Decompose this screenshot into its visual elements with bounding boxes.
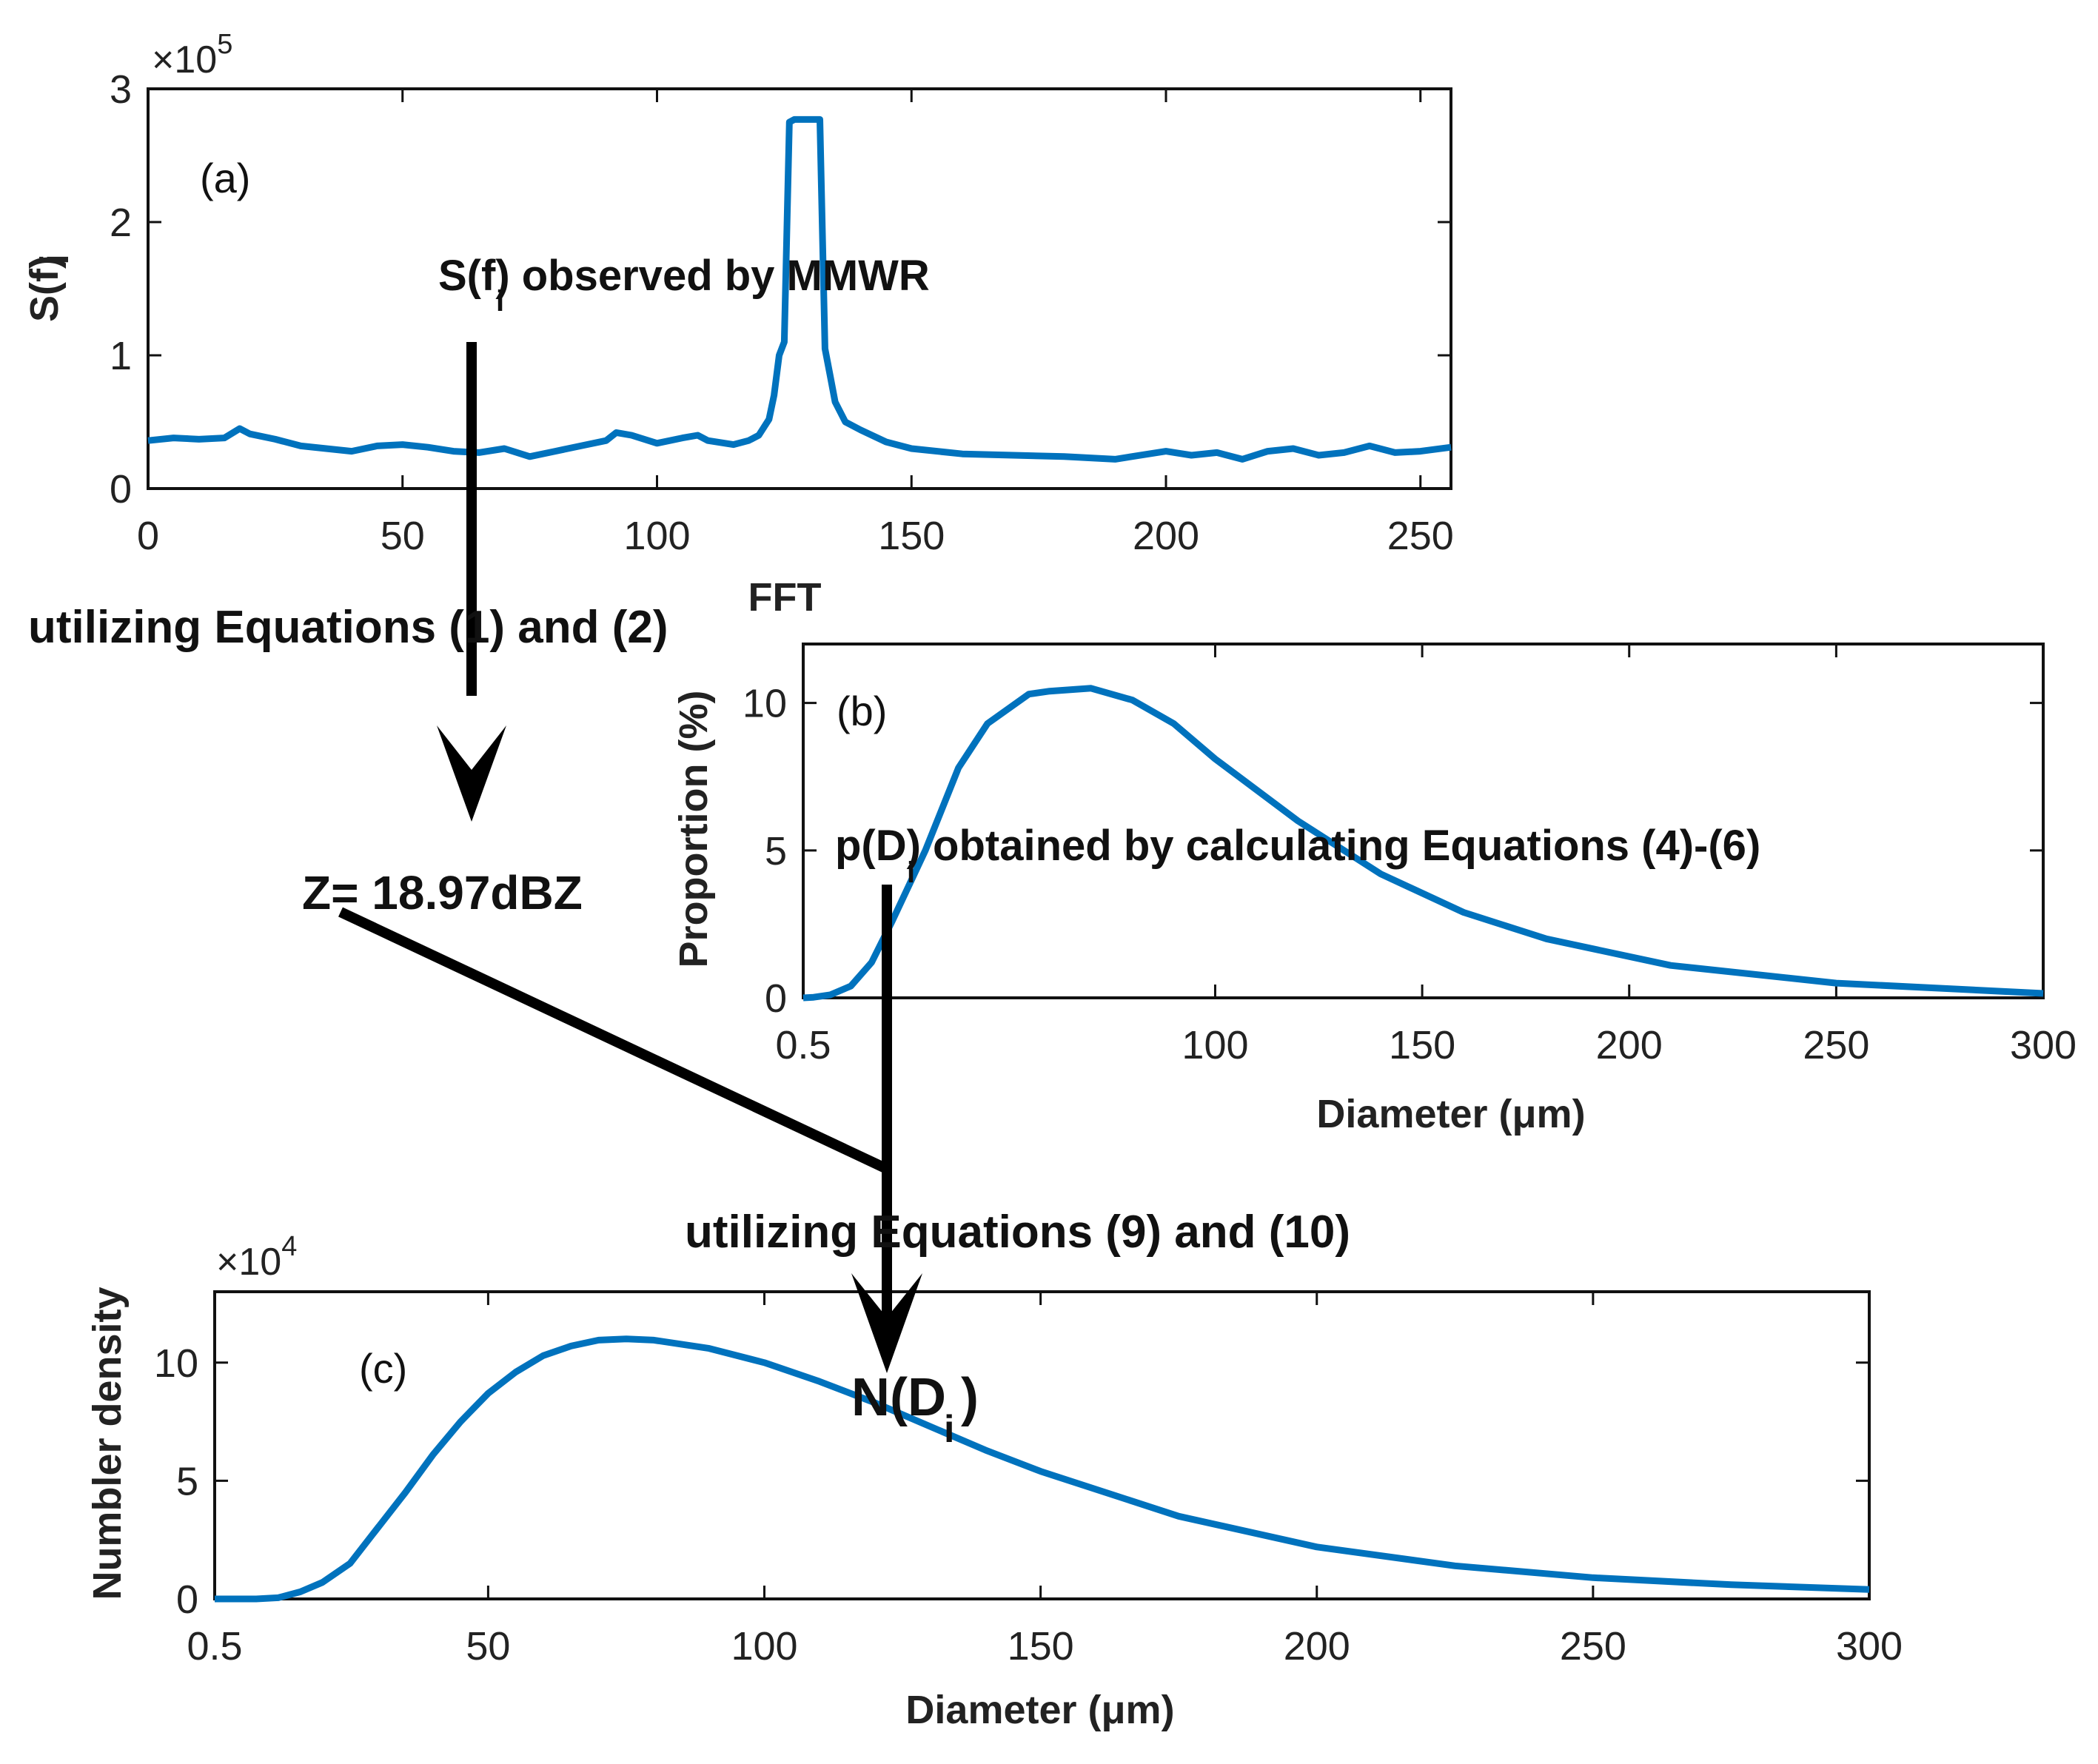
- panel-a-x-tick-label: 250: [1387, 514, 1454, 558]
- panel-b-x-tick-label: 250: [1803, 1023, 1869, 1067]
- panel-a-y-ticks: 0 1 2 3: [110, 67, 1451, 512]
- panel-b-x-tick-label: 200: [1596, 1023, 1663, 1067]
- panel-a-y-tick-label: 0: [110, 467, 132, 512]
- panel-a-x-ticks: 0 50 100 150 200 250: [137, 89, 1454, 558]
- panel-b-series-line: [802, 685, 2044, 1002]
- panel-a: 0 50 100 150 200 250 0 1 2 3 (a) ×105 S(f) i FFT…: [22, 29, 1454, 620]
- equations-9-10-note: utilizing Equations (9) and (10): [685, 1207, 1350, 1258]
- panel-b-label: (b): [837, 688, 887, 734]
- panel-a-y-label: S(f): [22, 255, 67, 322]
- panel-c-label: (c): [359, 1345, 407, 1392]
- panel-c-x-tick-label: 50: [466, 1624, 510, 1669]
- panel-a-x-tick-label: 100: [623, 514, 690, 558]
- arrow-2-diagonal: [338, 907, 891, 1175]
- panel-b: 0.5 100 150 200 250 300 0 5 10 (b) Proportion (…: [671, 643, 2077, 1136]
- panel-c-y-tick-label: 10: [154, 1341, 198, 1386]
- panel-b-y-tick-label: 10: [743, 682, 787, 726]
- panel-c-y-multiplier: ×104: [216, 1231, 297, 1284]
- panel-b-y-tick-label: 0: [765, 976, 787, 1021]
- panel-c-x-label: Diameter (μm): [905, 1688, 1174, 1732]
- panel-c-x-ticks: 0.5 50 100 150 200 250 300: [187, 1292, 1903, 1669]
- panel-c-series-line: [215, 1335, 1870, 1603]
- panel-a-axes-box: [147, 87, 1452, 490]
- panel-a-x-label: FFT: [748, 575, 822, 620]
- panel-b-axes-box: [802, 643, 2045, 999]
- panel-c-y-tick-label: 0: [176, 1577, 198, 1622]
- panel-a-y-multiplier: ×105: [152, 29, 232, 81]
- panel-c-x-tick-label: 0.5: [187, 1624, 242, 1669]
- panel-a-annotation: S(f) observed by MMWR: [438, 252, 930, 300]
- panel-c-y-ticks: 0 5 10: [154, 1341, 1869, 1622]
- arrow-1-head: [437, 725, 506, 822]
- panel-c-y-tick-label: 5: [176, 1459, 198, 1503]
- panel-b-annotation-sub: i: [907, 856, 915, 889]
- panel-c-annotation-sub: i: [944, 1408, 954, 1451]
- panel-b-annotation: p(D) obtained by calculating Equations (…: [835, 822, 1760, 870]
- panel-c-y-label: Numbler density: [85, 1287, 130, 1600]
- panel-b-y-ticks: 0 5 10: [743, 682, 2043, 1021]
- equations-1-2-note: utilizing Equations (1) and (2): [28, 602, 668, 653]
- panel-a-annotation-sub: i: [496, 285, 504, 318]
- panel-a-x-tick-label: 200: [1133, 514, 1199, 558]
- panel-b-x-tick-label: 100: [1182, 1023, 1248, 1067]
- panel-c-x-tick-label: 300: [1836, 1624, 1903, 1669]
- panel-b-x-ticks: 0.5 100 150 200 250 300: [775, 644, 2077, 1067]
- panel-b-x-tick-label: 0.5: [775, 1023, 831, 1067]
- panel-c-x-tick-label: 200: [1284, 1624, 1350, 1669]
- panel-a-x-tick-label: 0: [137, 514, 159, 558]
- panel-c-x-tick-label: 150: [1008, 1624, 1074, 1669]
- panel-a-x-tick-label: 50: [381, 514, 425, 558]
- panel-a-y-label-sub: i: [33, 254, 77, 265]
- panel-b-y-label: Proportion (%): [671, 691, 716, 968]
- panel-a-y-tick-label: 2: [110, 201, 132, 245]
- panel-a-y-tick-label: 1: [110, 334, 132, 378]
- panel-a-y-tick-label: 3: [110, 67, 132, 112]
- panel-c-x-tick-label: 100: [731, 1624, 797, 1669]
- panel-a-label: (a): [200, 155, 250, 201]
- panel-b-x-tick-label: 300: [2010, 1023, 2077, 1067]
- panel-a-x-tick-label: 150: [878, 514, 945, 558]
- panel-a-series-line: [147, 115, 1452, 463]
- panel-b-x-tick-label: 150: [1389, 1023, 1455, 1067]
- panel-c-axes-box: [213, 1290, 1871, 1600]
- panel-b-x-label: Diameter (μm): [1316, 1092, 1585, 1136]
- flow-diagram: utilizing Equations (1) and (2) Z= 18.97…: [28, 342, 1350, 1373]
- panel-c-x-tick-label: 250: [1560, 1624, 1626, 1669]
- panel-c: 0.5 50 100 150 200 250 300 0 5 10 (c) ×104 Numbl…: [85, 1231, 1903, 1732]
- arrow-3-head: [851, 1273, 922, 1373]
- panel-b-y-tick-label: 5: [765, 829, 787, 873]
- panel-c-annotation: N(D ): [851, 1368, 979, 1427]
